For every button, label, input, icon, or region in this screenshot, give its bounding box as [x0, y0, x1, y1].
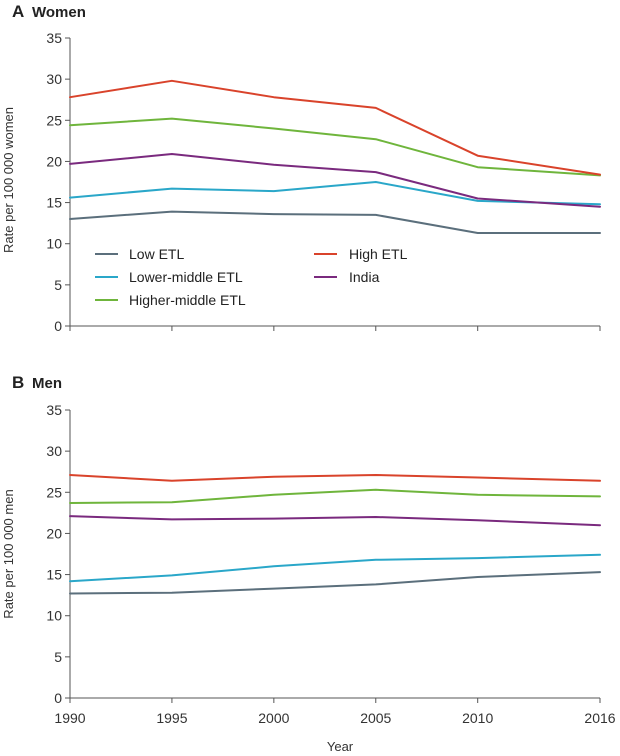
panel-a-y-tick-label: 10	[46, 236, 62, 252]
panel-men: B Men Rate per 100 000 men 0 5 10 15 20 25 30 3…	[1, 373, 616, 726]
panel-a-line-high-etl	[69, 79, 601, 176]
panel-b-y-tick-label: 15	[46, 567, 62, 583]
legend-label-high-etl: High ETL	[349, 246, 408, 262]
panel-b-y-tick-label: 25	[46, 484, 62, 500]
legend-label-india: India	[349, 269, 380, 285]
panel-b-y-tick-label: 0	[54, 690, 62, 706]
x-tick-label: 2010	[462, 710, 493, 726]
panel-b-line-higher-middle-etl	[69, 488, 601, 504]
x-tick-label: 1995	[156, 710, 187, 726]
panel-a-line-low-etl	[69, 210, 601, 234]
legend-label-lower-middle-etl: Lower-middle ETL	[129, 269, 243, 285]
x-tick-label: 2000	[258, 710, 289, 726]
panel-a-y-tick-label: 20	[46, 153, 62, 169]
panel-a-y-tick-label: 15	[46, 195, 62, 211]
panel-a-line-higher-middle-etl	[69, 117, 601, 177]
legend: Low ETL Lower-middle ETL Higher-middle E…	[95, 246, 408, 308]
panel-a-title: Women	[32, 4, 86, 21]
x-tick-label: 2016	[584, 710, 615, 726]
panel-b-y-tick-label: 30	[46, 443, 62, 459]
legend-label-higher-middle-etl: Higher-middle ETL	[129, 292, 246, 308]
panel-b-line-india	[69, 515, 601, 527]
panel-a-axes: 0 5 10 15 20 25 30 35	[46, 30, 601, 334]
panel-a-y-tick-label: 25	[46, 112, 62, 128]
panel-a-y-tick-label: 0	[54, 318, 62, 334]
legend-label-low-etl: Low ETL	[129, 246, 184, 262]
panel-b-letter: B	[12, 373, 24, 392]
panel-b-line-high-etl	[69, 474, 601, 482]
panel-b-title: Men	[32, 375, 62, 392]
panel-women: A Women Rate per 100 000 women 0 5 10 15 20 2…	[1, 2, 601, 334]
x-tick-label: 2005	[360, 710, 391, 726]
panel-b-line-lower-middle-etl	[69, 553, 601, 583]
panel-b-y-tick-label: 10	[46, 608, 62, 624]
panel-b-axes: 0 5 10 15 20 25 30 35 1990 1995 2000 2005 2010 2016	[46, 402, 615, 726]
panel-b-y-axis-title: Rate per 100 000 men	[1, 489, 16, 618]
panel-a-lines	[69, 79, 601, 234]
x-axis-title: Year	[327, 739, 354, 754]
panel-a-y-tick-label: 35	[46, 30, 62, 46]
panel-a-line-india	[69, 153, 601, 208]
panel-b-lines	[69, 474, 601, 595]
panel-b-y-tick-label: 35	[46, 402, 62, 418]
panel-a-line-lower-middle-etl	[69, 181, 601, 206]
x-tick-label: 1990	[54, 710, 85, 726]
panel-b-line-low-etl	[69, 571, 601, 595]
panel-b-y-tick-label: 5	[54, 649, 62, 665]
panel-b-y-tick-label: 20	[46, 525, 62, 541]
panel-a-y-axis-title: Rate per 100 000 women	[1, 107, 16, 253]
panel-a-letter: A	[12, 2, 24, 21]
panel-a-y-tick-label: 30	[46, 71, 62, 87]
panel-a-y-tick-label: 5	[54, 277, 62, 293]
